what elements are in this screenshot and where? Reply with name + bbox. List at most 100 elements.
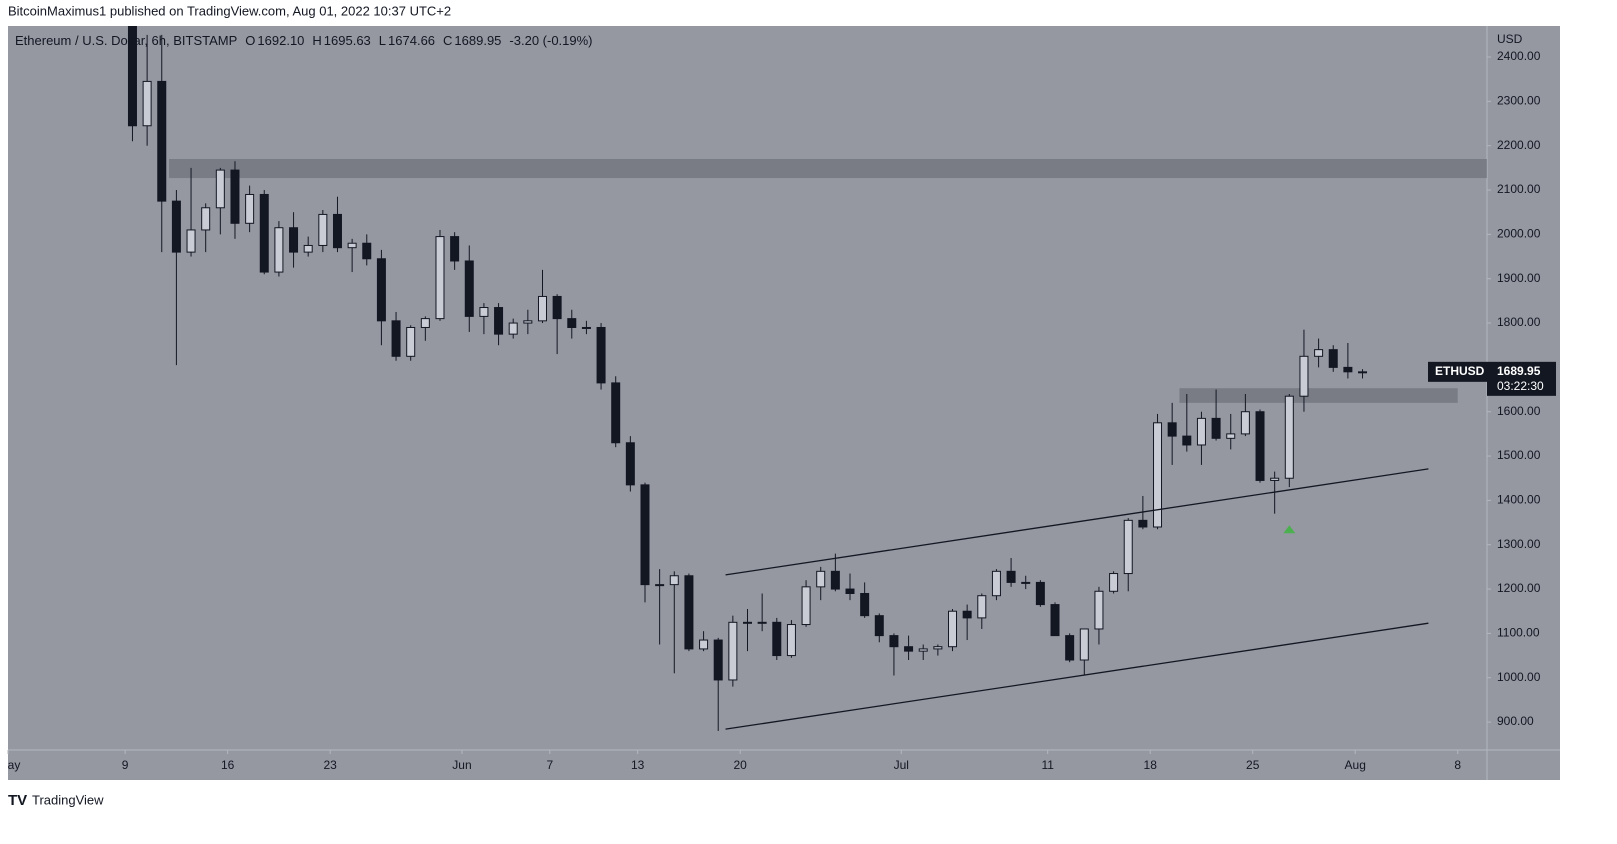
change: -3.20 (-0.19%): [509, 33, 592, 48]
x-tick-label: 16: [221, 758, 235, 772]
candle-body: [713, 639, 723, 681]
candle-body: [1006, 570, 1016, 583]
y-tick-label: 1300.00: [1497, 537, 1541, 551]
candle-body: [1138, 519, 1148, 528]
ohlc-key: H: [312, 33, 321, 48]
y-tick-label: 1800.00: [1497, 315, 1541, 329]
candle-body: [1226, 433, 1236, 439]
candle-body: [801, 586, 811, 626]
x-tick-label: Jul: [894, 758, 909, 772]
y-tick-label: 2000.00: [1497, 227, 1541, 241]
x-tick-label: Aug: [1345, 758, 1366, 772]
candle-body: [655, 584, 665, 587]
zone: [1179, 388, 1458, 403]
candle-body: [1211, 417, 1221, 439]
candle-body: [845, 588, 855, 594]
candle-body: [640, 484, 650, 586]
candle-body: [772, 621, 782, 657]
x-tick-label: 25: [1246, 758, 1260, 772]
candle-body: [523, 320, 533, 324]
symbol: Ethereum / U.S. Dollar, 6h, BITSTAMP: [15, 33, 237, 48]
y-tick-label: 1900.00: [1497, 271, 1541, 285]
candle-body: [391, 320, 401, 357]
candle-body: [596, 326, 606, 384]
trendline: [725, 468, 1429, 576]
ohlc-key: C: [443, 33, 452, 48]
candle-body: [1167, 422, 1177, 437]
chart-panel: [8, 26, 1560, 780]
candle-body: [669, 575, 679, 586]
price-box: [1487, 361, 1556, 396]
candle-body: [625, 442, 635, 486]
candle-body: [1094, 590, 1104, 630]
candle-body: [1358, 371, 1368, 374]
candle-body: [786, 624, 796, 657]
arrow: [1283, 525, 1296, 534]
candle-body: [435, 236, 445, 320]
candle-body: [259, 193, 269, 273]
candle-body: [303, 244, 313, 253]
y-tick-label: 1500.00: [1497, 448, 1541, 462]
x-tick-label: 7: [546, 758, 553, 772]
candle-body: [318, 213, 328, 246]
candle-body: [1196, 417, 1206, 446]
candle-body: [1153, 422, 1163, 528]
candle-body: [874, 615, 884, 637]
candle-body: [977, 595, 987, 619]
price: 1689.95: [1497, 364, 1541, 378]
x-tick-label: ay: [8, 758, 21, 772]
candle-body: [1035, 581, 1045, 606]
y-tick-label: 2100.00: [1497, 182, 1541, 196]
candle-body: [1182, 435, 1192, 446]
y-tick-label: 1100.00: [1497, 626, 1540, 640]
y-tick-label: 1600.00: [1497, 404, 1541, 418]
candle-body: [918, 648, 928, 652]
x-tick-label: 13: [631, 758, 645, 772]
ohlc-value: 1695.63: [324, 33, 371, 48]
x-tick-label: 11: [1041, 758, 1054, 772]
candle-body: [860, 592, 870, 617]
candle-body: [537, 295, 547, 322]
candle-body: [611, 382, 621, 444]
countdown: 03:22:30: [1497, 379, 1544, 393]
candle-body: [157, 80, 167, 202]
candle-body: [757, 621, 767, 624]
legend: Ethereum / U.S. Dollar, 6h, BITSTAMP O 169…: [15, 33, 593, 48]
logo: TV TradingView: [8, 792, 104, 809]
candle-body: [1314, 349, 1324, 357]
x-tick-label: 20: [733, 758, 747, 772]
candle-body: [508, 322, 518, 335]
trendline: [725, 622, 1429, 730]
candle-body: [948, 610, 958, 648]
y-tick-label: 2200.00: [1497, 138, 1541, 152]
candle-body: [1343, 366, 1353, 373]
candle-body: [1270, 477, 1280, 481]
candle-body: [816, 570, 826, 588]
zone: [169, 159, 1487, 179]
candle-body: [347, 242, 357, 249]
candle-body: [464, 260, 474, 317]
y-tick-label: 2300.00: [1497, 94, 1541, 108]
ohlc-key: L: [379, 33, 386, 48]
x-tick-label: 9: [122, 758, 129, 772]
candle-body: [127, 26, 137, 127]
candle-body: [376, 258, 386, 322]
candle-body: [142, 80, 152, 127]
x-tick-label: Jun: [452, 758, 471, 772]
candle-body: [1065, 635, 1075, 661]
ohlc-value: 1692.10: [257, 33, 304, 48]
y-tick-label: 2400.00: [1497, 49, 1541, 63]
publish-line: BitcoinMaximus1 published on TradingView…: [8, 3, 451, 18]
candle-body: [1240, 411, 1250, 435]
logo-icon: TV: [8, 792, 27, 809]
candle-body: [245, 193, 255, 224]
ticker-box: [1428, 361, 1487, 382]
candle-body: [1079, 628, 1089, 661]
y-tick-label: 1200.00: [1497, 581, 1541, 595]
candle-body: [362, 242, 372, 260]
candle-body: [933, 646, 943, 650]
candle-body: [479, 307, 489, 317]
currency: USD: [1497, 32, 1523, 46]
y-tick-label: 1000.00: [1497, 670, 1541, 684]
